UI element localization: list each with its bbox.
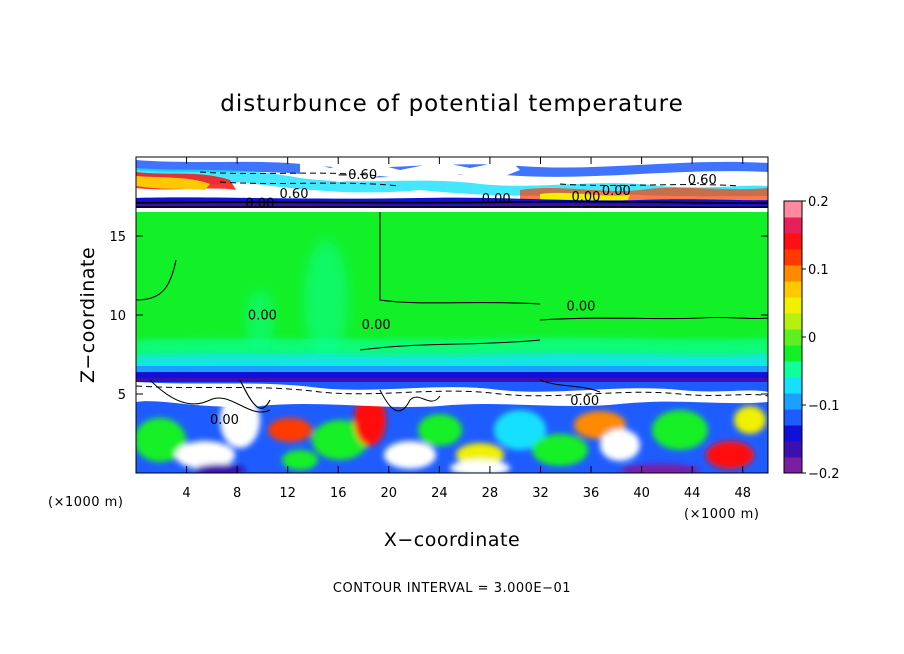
contour-line — [136, 385, 768, 397]
contour-line — [239, 379, 271, 409]
colorbar-ticks: 0.2 0.1 0 −0.1 −0.2 — [802, 195, 840, 482]
plot-area: −0.600.600.00 0.000.000.000.600.000.000.0… — [136, 157, 768, 473]
contour-line — [149, 379, 271, 413]
contour-line — [379, 389, 441, 412]
chart-title: disturbunce of potential temperature — [220, 91, 684, 117]
colorbar-swatch — [784, 361, 802, 378]
y-tick-label: 10 — [109, 309, 126, 324]
contour-label: 0.00 — [210, 413, 239, 428]
contour-line — [539, 316, 768, 321]
colorbar — [783, 200, 803, 474]
contour-label: 0.00 — [362, 318, 391, 333]
contour-line — [379, 212, 541, 305]
y-axis-title: Z−coordinate — [77, 247, 99, 383]
contour-label: 0.00 — [248, 309, 277, 324]
x-tick-label: 16 — [330, 486, 347, 501]
contour-label: 0.60 — [280, 187, 309, 202]
contour-line — [539, 379, 601, 393]
y-tick-label: 5 — [118, 388, 126, 403]
colorbar-swatch — [784, 201, 802, 218]
y-tick-label: 15 — [109, 230, 126, 245]
colorbar-swatch — [784, 345, 802, 362]
colorbar-swatch — [784, 409, 802, 426]
x-unit-right: (×1000 m) — [684, 507, 759, 522]
colorbar-swatch — [784, 265, 802, 282]
x-tick-label: 32 — [532, 486, 549, 501]
contour-line — [359, 339, 541, 351]
x-tick-label: 24 — [431, 486, 448, 501]
colorbar-swatch — [784, 217, 802, 234]
x-unit-left: (×1000 m) — [48, 495, 123, 510]
contour-label: 0.00 — [566, 299, 595, 314]
colorbar-swatch — [784, 425, 802, 442]
x-tick-label: 44 — [684, 486, 701, 501]
contour-line — [136, 259, 177, 301]
contour-lines — [136, 171, 768, 413]
contour-label: 0.00 — [482, 192, 511, 207]
contour-line — [136, 200, 768, 204]
contour-interval-label: CONTOUR INTERVAL = 3.000E−01 — [333, 581, 571, 596]
contour-label: 0.00 — [570, 394, 599, 409]
colorbar-swatch — [784, 281, 802, 298]
x-tick-label: 28 — [482, 486, 499, 501]
colorbar-swatch — [784, 393, 802, 410]
colorbar-tick-label: 0.1 — [808, 263, 829, 278]
colorbar-tick-label: 0.2 — [808, 195, 829, 210]
y-axis: 5 10 15 — [109, 230, 768, 403]
colorbar-swatch — [784, 377, 802, 394]
colorbar-tick-label: −0.1 — [808, 399, 840, 414]
contour-labels: −0.600.600.00 0.000.000.000.600.000.000.0… — [210, 168, 717, 428]
contour-line — [559, 183, 741, 187]
colorbar-swatch — [784, 297, 802, 314]
contour-line — [136, 206, 768, 208]
x-tick-label: 36 — [583, 486, 600, 501]
x-tick-label: 4 — [182, 486, 190, 501]
mid-field — [136, 240, 768, 382]
colorbar-swatch — [784, 249, 802, 266]
x-tick-label: 8 — [233, 486, 241, 501]
lower-field — [136, 382, 768, 473]
colorbar-swatch — [784, 329, 802, 346]
x-axis: 4 8 12 16 20 24 28 32 36 40 44 48 — [182, 157, 751, 501]
x-tick-label: 48 — [734, 486, 751, 501]
x-axis-title: X−coordinate — [384, 529, 520, 551]
contour-label: −0.60 — [337, 168, 377, 183]
contour-line — [199, 171, 381, 177]
contour-label: 0.00 — [245, 197, 274, 212]
contour-line — [219, 181, 401, 187]
x-tick-label: 12 — [279, 486, 296, 501]
colorbar-tick-label: 0 — [808, 331, 816, 346]
contour-label: 0.60 — [688, 173, 717, 188]
colorbar-swatch — [784, 233, 802, 250]
colorbar-tick-label: −0.2 — [808, 467, 840, 482]
colorbar-swatch — [784, 441, 802, 458]
x-tick-label: 20 — [381, 486, 398, 501]
colorbar-swatch — [784, 313, 802, 330]
contour-label: 0.00 — [572, 190, 601, 205]
x-tick-label: 40 — [633, 486, 650, 501]
contour-label: 0.00 — [602, 184, 631, 199]
colorbar-swatch — [784, 457, 802, 474]
